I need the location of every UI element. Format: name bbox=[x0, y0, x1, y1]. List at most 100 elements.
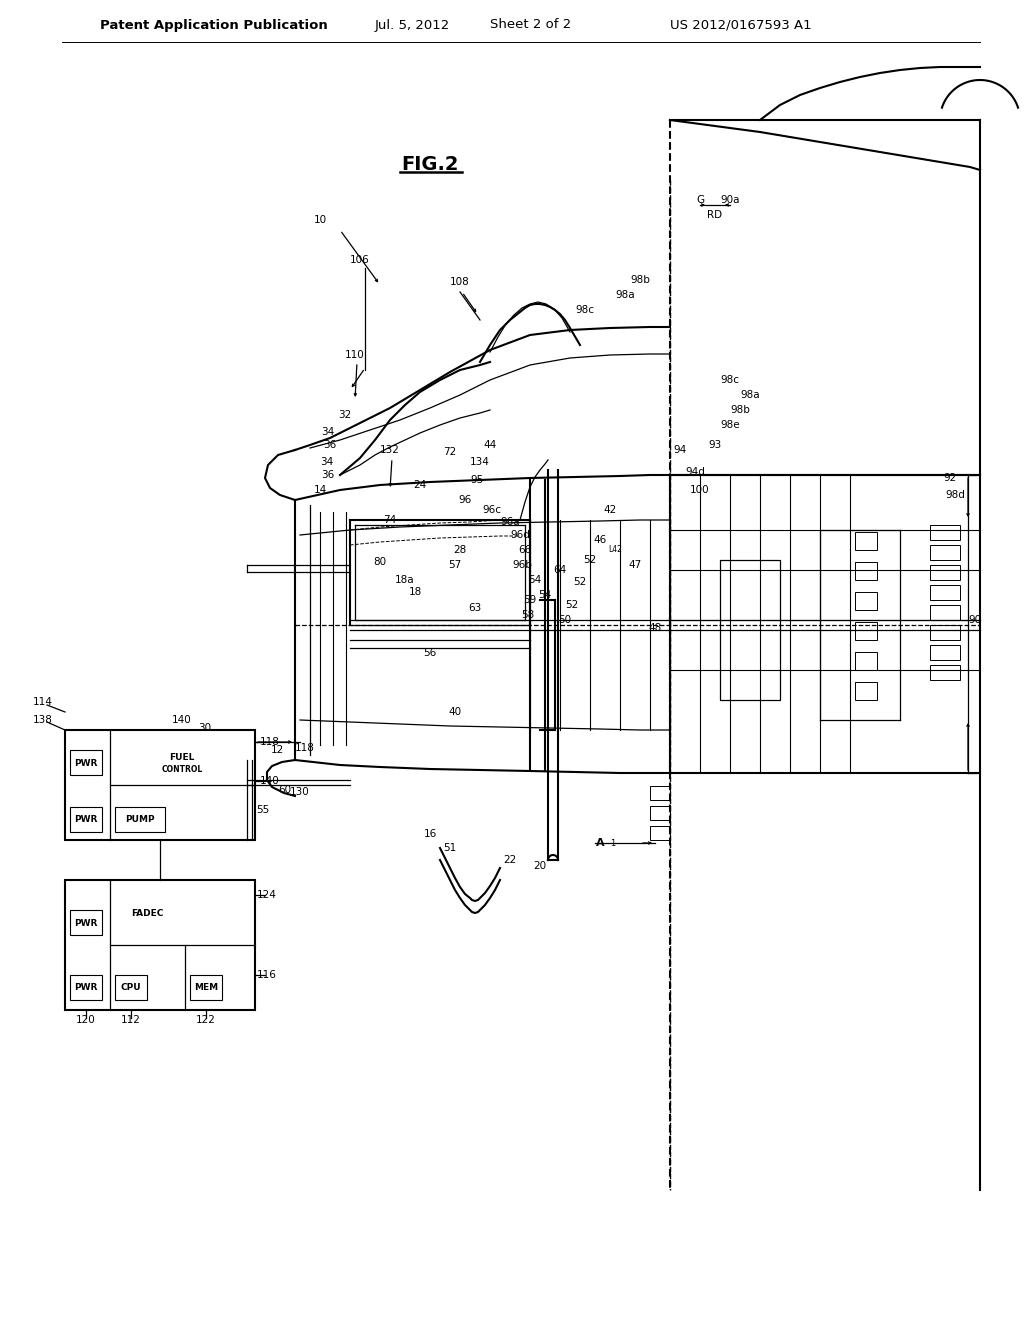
Bar bbox=[70, 975, 102, 1001]
Text: CPU: CPU bbox=[121, 983, 141, 993]
Text: FADEC: FADEC bbox=[131, 908, 163, 917]
Text: 64: 64 bbox=[553, 565, 566, 576]
Text: 20: 20 bbox=[534, 861, 547, 871]
Text: 138: 138 bbox=[33, 715, 53, 725]
Text: 1: 1 bbox=[610, 840, 615, 849]
Text: 52: 52 bbox=[565, 601, 579, 610]
Text: 36: 36 bbox=[324, 440, 337, 450]
Text: 90: 90 bbox=[969, 615, 982, 624]
Text: 50: 50 bbox=[558, 615, 571, 624]
Text: Sheet 2 of 2: Sheet 2 of 2 bbox=[490, 18, 571, 32]
Bar bbox=[930, 585, 961, 601]
Text: 134: 134 bbox=[470, 457, 489, 467]
Text: 22: 22 bbox=[504, 855, 517, 865]
Text: 47: 47 bbox=[629, 560, 642, 570]
Text: Patent Application Publication: Patent Application Publication bbox=[100, 18, 328, 32]
Bar bbox=[930, 525, 961, 540]
Bar bbox=[855, 682, 877, 700]
Bar bbox=[855, 532, 877, 550]
Bar bbox=[930, 665, 961, 680]
Bar bbox=[190, 975, 222, 1001]
Text: 12: 12 bbox=[270, 744, 284, 755]
Text: FIG.2: FIG.2 bbox=[401, 156, 459, 174]
Text: 122: 122 bbox=[196, 1015, 216, 1026]
Text: 40: 40 bbox=[449, 708, 462, 717]
Text: 44: 44 bbox=[483, 440, 497, 450]
Bar bbox=[650, 807, 670, 820]
Text: 96d: 96d bbox=[510, 531, 530, 540]
Text: 14: 14 bbox=[313, 484, 327, 495]
Text: 48: 48 bbox=[648, 623, 662, 634]
Text: 98b: 98b bbox=[630, 275, 650, 285]
Text: 55: 55 bbox=[256, 805, 269, 814]
Text: 120: 120 bbox=[76, 1015, 96, 1026]
Bar bbox=[855, 622, 877, 640]
Bar bbox=[855, 562, 877, 579]
Text: 124: 124 bbox=[257, 890, 276, 900]
Text: 96a: 96a bbox=[500, 517, 520, 527]
Text: 66: 66 bbox=[518, 545, 531, 554]
Text: 10: 10 bbox=[313, 215, 327, 224]
Text: 59: 59 bbox=[523, 595, 537, 605]
Text: 24: 24 bbox=[414, 480, 427, 490]
Bar bbox=[720, 560, 780, 700]
Text: 90a: 90a bbox=[720, 195, 739, 205]
Text: 140: 140 bbox=[260, 776, 280, 785]
Text: 95: 95 bbox=[470, 475, 483, 484]
Bar bbox=[930, 605, 961, 620]
Text: 98e: 98e bbox=[720, 420, 739, 430]
Bar bbox=[930, 545, 961, 560]
Bar bbox=[650, 785, 670, 800]
Text: L42: L42 bbox=[608, 545, 622, 554]
Text: G: G bbox=[696, 195, 705, 205]
Text: 106: 106 bbox=[350, 255, 370, 265]
Text: US 2012/0167593 A1: US 2012/0167593 A1 bbox=[670, 18, 812, 32]
Text: 18a: 18a bbox=[395, 576, 415, 585]
Text: A: A bbox=[596, 838, 604, 847]
Text: 98d: 98d bbox=[945, 490, 965, 500]
Bar bbox=[70, 909, 102, 935]
Text: 30: 30 bbox=[199, 723, 212, 733]
Text: 108: 108 bbox=[451, 277, 470, 286]
Text: Jul. 5, 2012: Jul. 5, 2012 bbox=[375, 18, 451, 32]
Text: 118: 118 bbox=[295, 743, 315, 752]
Bar bbox=[65, 880, 255, 1010]
Bar bbox=[115, 975, 147, 1001]
Text: 54: 54 bbox=[528, 576, 542, 585]
Text: 63: 63 bbox=[468, 603, 481, 612]
Text: 92: 92 bbox=[943, 473, 956, 483]
Text: 94d: 94d bbox=[685, 467, 705, 477]
Text: 58: 58 bbox=[521, 610, 535, 620]
Text: PUMP: PUMP bbox=[125, 816, 155, 825]
Bar bbox=[65, 730, 255, 840]
Text: 54: 54 bbox=[539, 590, 552, 601]
Bar bbox=[70, 750, 102, 775]
Text: MEM: MEM bbox=[194, 983, 218, 993]
Text: 110: 110 bbox=[345, 350, 365, 360]
Text: RD: RD bbox=[708, 210, 723, 220]
Text: 112: 112 bbox=[121, 1015, 141, 1026]
Text: 114: 114 bbox=[33, 697, 53, 708]
Text: 57: 57 bbox=[449, 560, 462, 570]
Bar bbox=[930, 645, 961, 660]
Text: 52: 52 bbox=[584, 554, 597, 565]
Text: 72: 72 bbox=[443, 447, 457, 457]
Text: 51: 51 bbox=[443, 843, 457, 853]
Text: 94: 94 bbox=[674, 445, 687, 455]
Text: 74: 74 bbox=[383, 515, 396, 525]
Text: 16: 16 bbox=[423, 829, 436, 840]
Text: CONTROL: CONTROL bbox=[162, 766, 203, 775]
Text: 132: 132 bbox=[380, 445, 400, 455]
Text: 34: 34 bbox=[322, 426, 335, 437]
Text: 34: 34 bbox=[321, 457, 334, 467]
Text: 116: 116 bbox=[257, 970, 276, 979]
Text: 80: 80 bbox=[374, 557, 387, 568]
Text: 96b: 96b bbox=[512, 560, 531, 570]
Text: 96: 96 bbox=[459, 495, 472, 506]
Text: 98c: 98c bbox=[721, 375, 739, 385]
Text: 118: 118 bbox=[260, 737, 280, 747]
Text: PWR: PWR bbox=[75, 919, 97, 928]
Bar bbox=[930, 624, 961, 640]
Bar bbox=[70, 807, 102, 832]
Text: 32: 32 bbox=[338, 411, 351, 420]
